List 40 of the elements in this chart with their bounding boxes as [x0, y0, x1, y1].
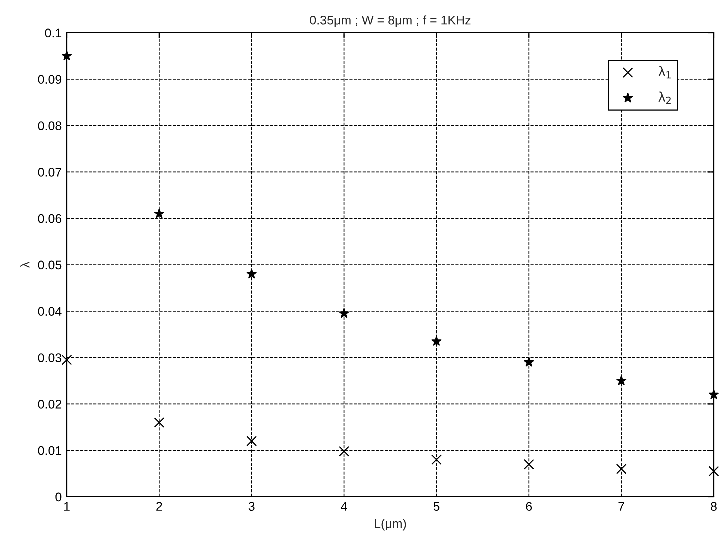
- x-tick-label: 5: [434, 502, 440, 512]
- x-tick-label: 4: [341, 502, 348, 511]
- y-tick-label: 0.05: [38, 260, 62, 270]
- x-tick-label: 6: [526, 502, 532, 512]
- point: [524, 357, 534, 367]
- x-tick-label: 7: [618, 502, 624, 511]
- point: [709, 390, 719, 400]
- y-tick-label: 0.04: [38, 307, 62, 316]
- point: [432, 454, 442, 466]
- x-tick-label: 3: [248, 502, 255, 512]
- point: [708, 466, 720, 477]
- y-tick-label: 0.07: [38, 168, 62, 177]
- point: [339, 308, 350, 318]
- y-tick-label: 0.1: [45, 28, 62, 38]
- x-tick-label: 2: [156, 502, 162, 511]
- y-tick-label: 0.06: [38, 214, 62, 224]
- point: [246, 269, 257, 279]
- y-tick-label: 0: [56, 492, 62, 502]
- x-axis-title: L(μm): [375, 519, 406, 531]
- point: [154, 208, 164, 218]
- x-tick-label: 8: [711, 502, 717, 512]
- y-tick-label: 0.03: [38, 354, 62, 362]
- y-tick-label: 0.01: [38, 446, 62, 456]
- point: [62, 354, 72, 366]
- legend-label: λ$_{1}$: [658, 66, 671, 79]
- point: [432, 336, 442, 346]
- chart-title: 0.35μm ; W = 8μm ; f = 1KHz: [310, 16, 471, 28]
- point: [62, 50, 72, 61]
- point: [246, 436, 258, 447]
- point: [524, 459, 534, 470]
- legend-label: λ$_{2}$: [658, 92, 671, 104]
- point: [616, 464, 627, 474]
- y-tick-label: 0.08: [38, 122, 62, 130]
- point: [339, 446, 350, 457]
- y-tick-label: 0.02: [38, 400, 62, 409]
- point: [154, 418, 165, 428]
- point: [616, 376, 627, 386]
- y-tick-label: 0.09: [38, 75, 62, 84]
- y-axis-title: λ: [20, 262, 30, 268]
- x-tick-label: 1: [64, 502, 70, 511]
